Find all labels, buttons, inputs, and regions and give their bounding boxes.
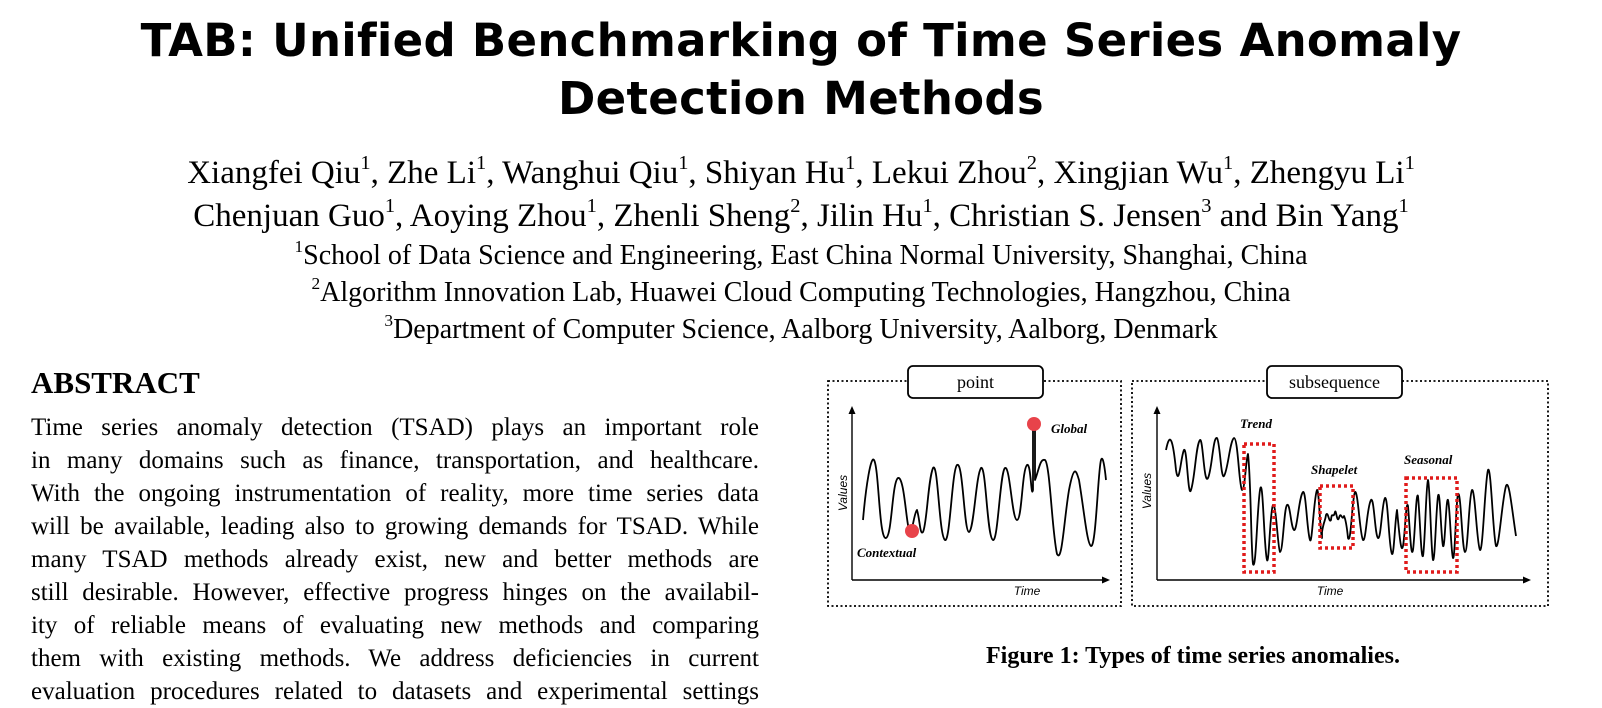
author-affiliation-mark: 1: [1222, 151, 1234, 174]
trend-box: [1242, 442, 1276, 574]
paper-title: TAB: Unified Benchmarking of Time Series…: [0, 12, 1602, 128]
author-affiliation-mark: 2: [1026, 151, 1037, 174]
subsequence-series-line: [1165, 437, 1517, 566]
subsequence-panel-tab: [1266, 365, 1403, 399]
seasonal-annotation: Seasonal: [1404, 452, 1453, 467]
author-name: Christian S. Jensen: [949, 198, 1202, 234]
author-name: Aoying Zhou: [409, 198, 587, 234]
author-separator: ,: [395, 198, 410, 234]
subsequence-x-axis-label: Time: [1317, 584, 1344, 598]
affiliations: 1School of Data Science and Engineering,…: [0, 237, 1602, 348]
author-affiliation-mark: 2: [790, 194, 801, 217]
contextual-annotation: Contextual: [857, 545, 917, 560]
author-separator: ,: [932, 198, 950, 234]
author-separator: and: [1211, 198, 1276, 234]
author-name: Jilin Hu: [817, 198, 923, 234]
author-affiliation-mark: 1: [1404, 151, 1415, 174]
point-x-axis-label: Time: [1014, 584, 1041, 598]
abstract-body: Time series anomaly detection (TSAD) pla…: [31, 411, 759, 708]
trend-annotation: Trend: [1240, 416, 1273, 431]
point-panel-tab: [907, 365, 1044, 399]
author-name: Zhenli Sheng: [613, 198, 791, 234]
authors-line-2: Chenjuan Guo1, Aoying Zhou1, Zhenli Shen…: [0, 195, 1602, 238]
figure-1: point subsequence Values Time Values Tim…: [827, 365, 1549, 607]
abstract-line: With the ongoing instrumentation of real…: [31, 480, 759, 507]
title-line-2: Detection Methods: [558, 72, 1044, 125]
author-name: Lekui Zhou: [871, 155, 1027, 191]
point-panel-label: point: [957, 372, 994, 392]
affiliation-line: 2Algorithm Innovation Lab, Huawei Cloud …: [0, 274, 1602, 311]
author-name: Wanghui Qiu: [502, 155, 679, 191]
subsequence-y-axis-label: Values: [1140, 473, 1154, 509]
abstract-line: in many domains such as finance, transpo…: [31, 447, 759, 474]
author-name: Shiyan Hu: [704, 155, 846, 191]
author-separator: ,: [486, 155, 503, 191]
abstract-line: evaluation procedures related to dataset…: [31, 678, 759, 705]
subsequence-panel-label: subsequence: [1289, 372, 1380, 392]
author-separator: ,: [855, 155, 872, 191]
author-affiliation-mark: 1: [678, 151, 689, 174]
shapelet-box: [1318, 484, 1355, 550]
point-y-axis-label: Values: [836, 475, 850, 511]
authors-line-1: Xiangfei Qiu1, Zhe Li1, Wanghui Qiu1, Sh…: [0, 152, 1602, 195]
abstract-line: ity of reliable means of evaluating new …: [31, 612, 759, 639]
author-affiliation-mark: 1: [1398, 194, 1409, 217]
author-separator: ,: [1037, 155, 1054, 191]
author-separator: ,: [1233, 155, 1250, 191]
author-affiliation-mark: 1: [476, 151, 487, 174]
point-series-line: [862, 423, 1107, 557]
abstract-line: Time series anomaly detection (TSAD) pla…: [31, 414, 759, 441]
affiliation-line: 1School of Data Science and Engineering,…: [0, 237, 1602, 274]
affiliation-mark: 3: [384, 310, 394, 330]
affiliation-text: School of Data Science and Engineering, …: [303, 240, 1308, 271]
abstract-line: will be available, leading also to growi…: [31, 513, 759, 540]
author-name: Chenjuan Guo: [193, 198, 385, 234]
affiliation-text: Department of Computer Science, Aalborg …: [393, 314, 1218, 345]
affiliation-text: Algorithm Innovation Lab, Huawei Cloud C…: [320, 277, 1291, 308]
author-separator: ,: [370, 155, 388, 191]
seasonal-box: [1404, 476, 1459, 574]
global-anomaly-marker: [1027, 417, 1041, 431]
author-separator: ,: [688, 155, 705, 191]
author-name: Xingjian Wu: [1053, 155, 1223, 191]
author-affiliation-mark: 1: [360, 151, 371, 174]
contextual-anomaly-marker: [905, 524, 919, 538]
title-line-1: TAB: Unified Benchmarking of Time Series…: [140, 14, 1462, 67]
abstract-heading: ABSTRACT: [31, 365, 200, 400]
author-affiliation-mark: 1: [845, 151, 856, 174]
author-separator: ,: [800, 198, 817, 234]
shapelet-annotation: Shapelet: [1311, 462, 1358, 477]
author-affiliation-mark: 1: [922, 194, 933, 217]
global-annotation: Global: [1051, 421, 1088, 436]
author-affiliation-mark: 3: [1201, 194, 1212, 217]
affiliation-mark: 2: [311, 273, 321, 293]
subsequence-axes: [1153, 406, 1531, 584]
author-name: Xiangfei Qiu: [187, 155, 361, 191]
figure-caption: Figure 1: Types of time series anomalies…: [986, 643, 1400, 669]
affiliation-line: 3Department of Computer Science, Aalborg…: [0, 311, 1602, 348]
abstract-line: them with existing methods. We address d…: [31, 645, 759, 672]
author-separator: ,: [596, 198, 614, 234]
author-affiliation-mark: 1: [586, 194, 597, 217]
author-affiliation-mark: 1: [384, 194, 396, 217]
abstract-line: many TSAD methods already exist, new and…: [31, 546, 759, 573]
author-name: Zhe Li: [387, 155, 476, 191]
abstract-line: still desirable. However, effective prog…: [31, 579, 759, 606]
author-name: Zhengyu Li: [1249, 155, 1405, 191]
author-list: Xiangfei Qiu1, Zhe Li1, Wanghui Qiu1, Sh…: [0, 152, 1602, 238]
point-axes: [848, 406, 1110, 584]
point-panel-frame: [827, 380, 1122, 607]
affiliation-mark: 1: [294, 236, 304, 256]
author-name: Bin Yang: [1275, 198, 1399, 234]
